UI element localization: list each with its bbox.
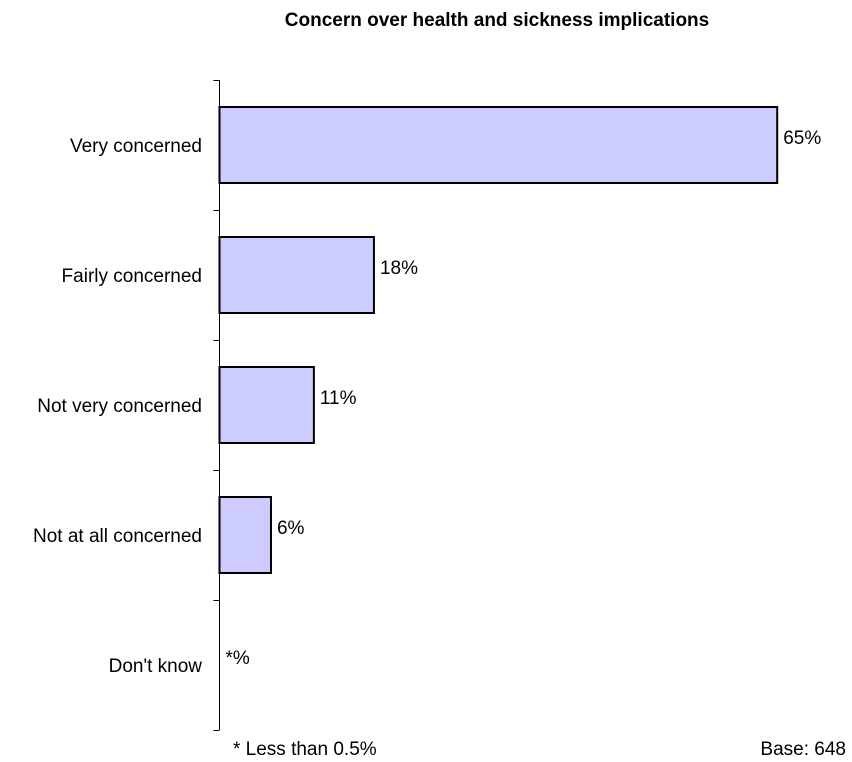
bar (218, 106, 779, 184)
category-labels: Very concerned Fairly concerned Not very c… (33, 136, 202, 677)
category-label: Very concerned (70, 136, 202, 157)
data-label: 6% (277, 518, 305, 539)
data-label: 18% (380, 258, 418, 279)
category-label: Not at all concerned (33, 526, 202, 547)
chart-title: Concern over health and sickness implica… (285, 10, 709, 31)
category-label: Fairly concerned (62, 266, 202, 287)
footnote: * Less than 0.5% (233, 739, 377, 760)
category-label: Not very concerned (37, 396, 202, 417)
bar (218, 366, 315, 444)
bar (218, 236, 375, 314)
value-labels: 65% 18% 11% 6% *% (226, 128, 822, 669)
bars (218, 106, 779, 574)
data-label: *% (226, 648, 250, 669)
bar (218, 496, 272, 574)
base-note: Base: 648 (760, 739, 846, 760)
data-label: 65% (783, 128, 821, 149)
data-label: 11% (320, 388, 357, 409)
category-label: Don't know (109, 656, 203, 677)
